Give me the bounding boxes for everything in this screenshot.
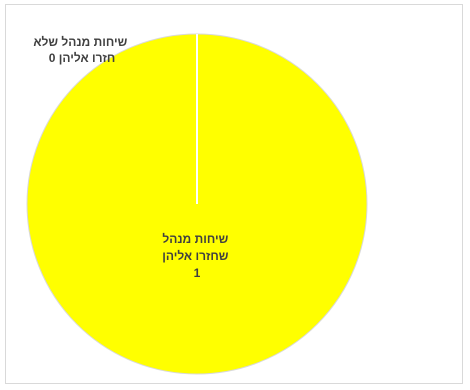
data-label-returned-line-1: שיחות מנהל	[162, 232, 228, 246]
data-labels: שיחות מנהל שלא חזרו אליהן 0 שיחות מנהל ש…	[33, 35, 232, 280]
data-label-not-returned-line-2: חזרו אליהן 0	[49, 51, 116, 65]
data-label-returned: שיחות מנהל שחזרו אליהן 1	[162, 232, 232, 280]
data-label-not-returned: שיחות מנהל שלא חזרו אליהן 0	[33, 35, 130, 65]
data-label-not-returned-line-1: שיחות מנהל שלא	[33, 35, 127, 49]
data-label-returned-line-2: שחזרו אליהן	[162, 249, 229, 263]
data-label-returned-value: 1	[194, 266, 201, 280]
